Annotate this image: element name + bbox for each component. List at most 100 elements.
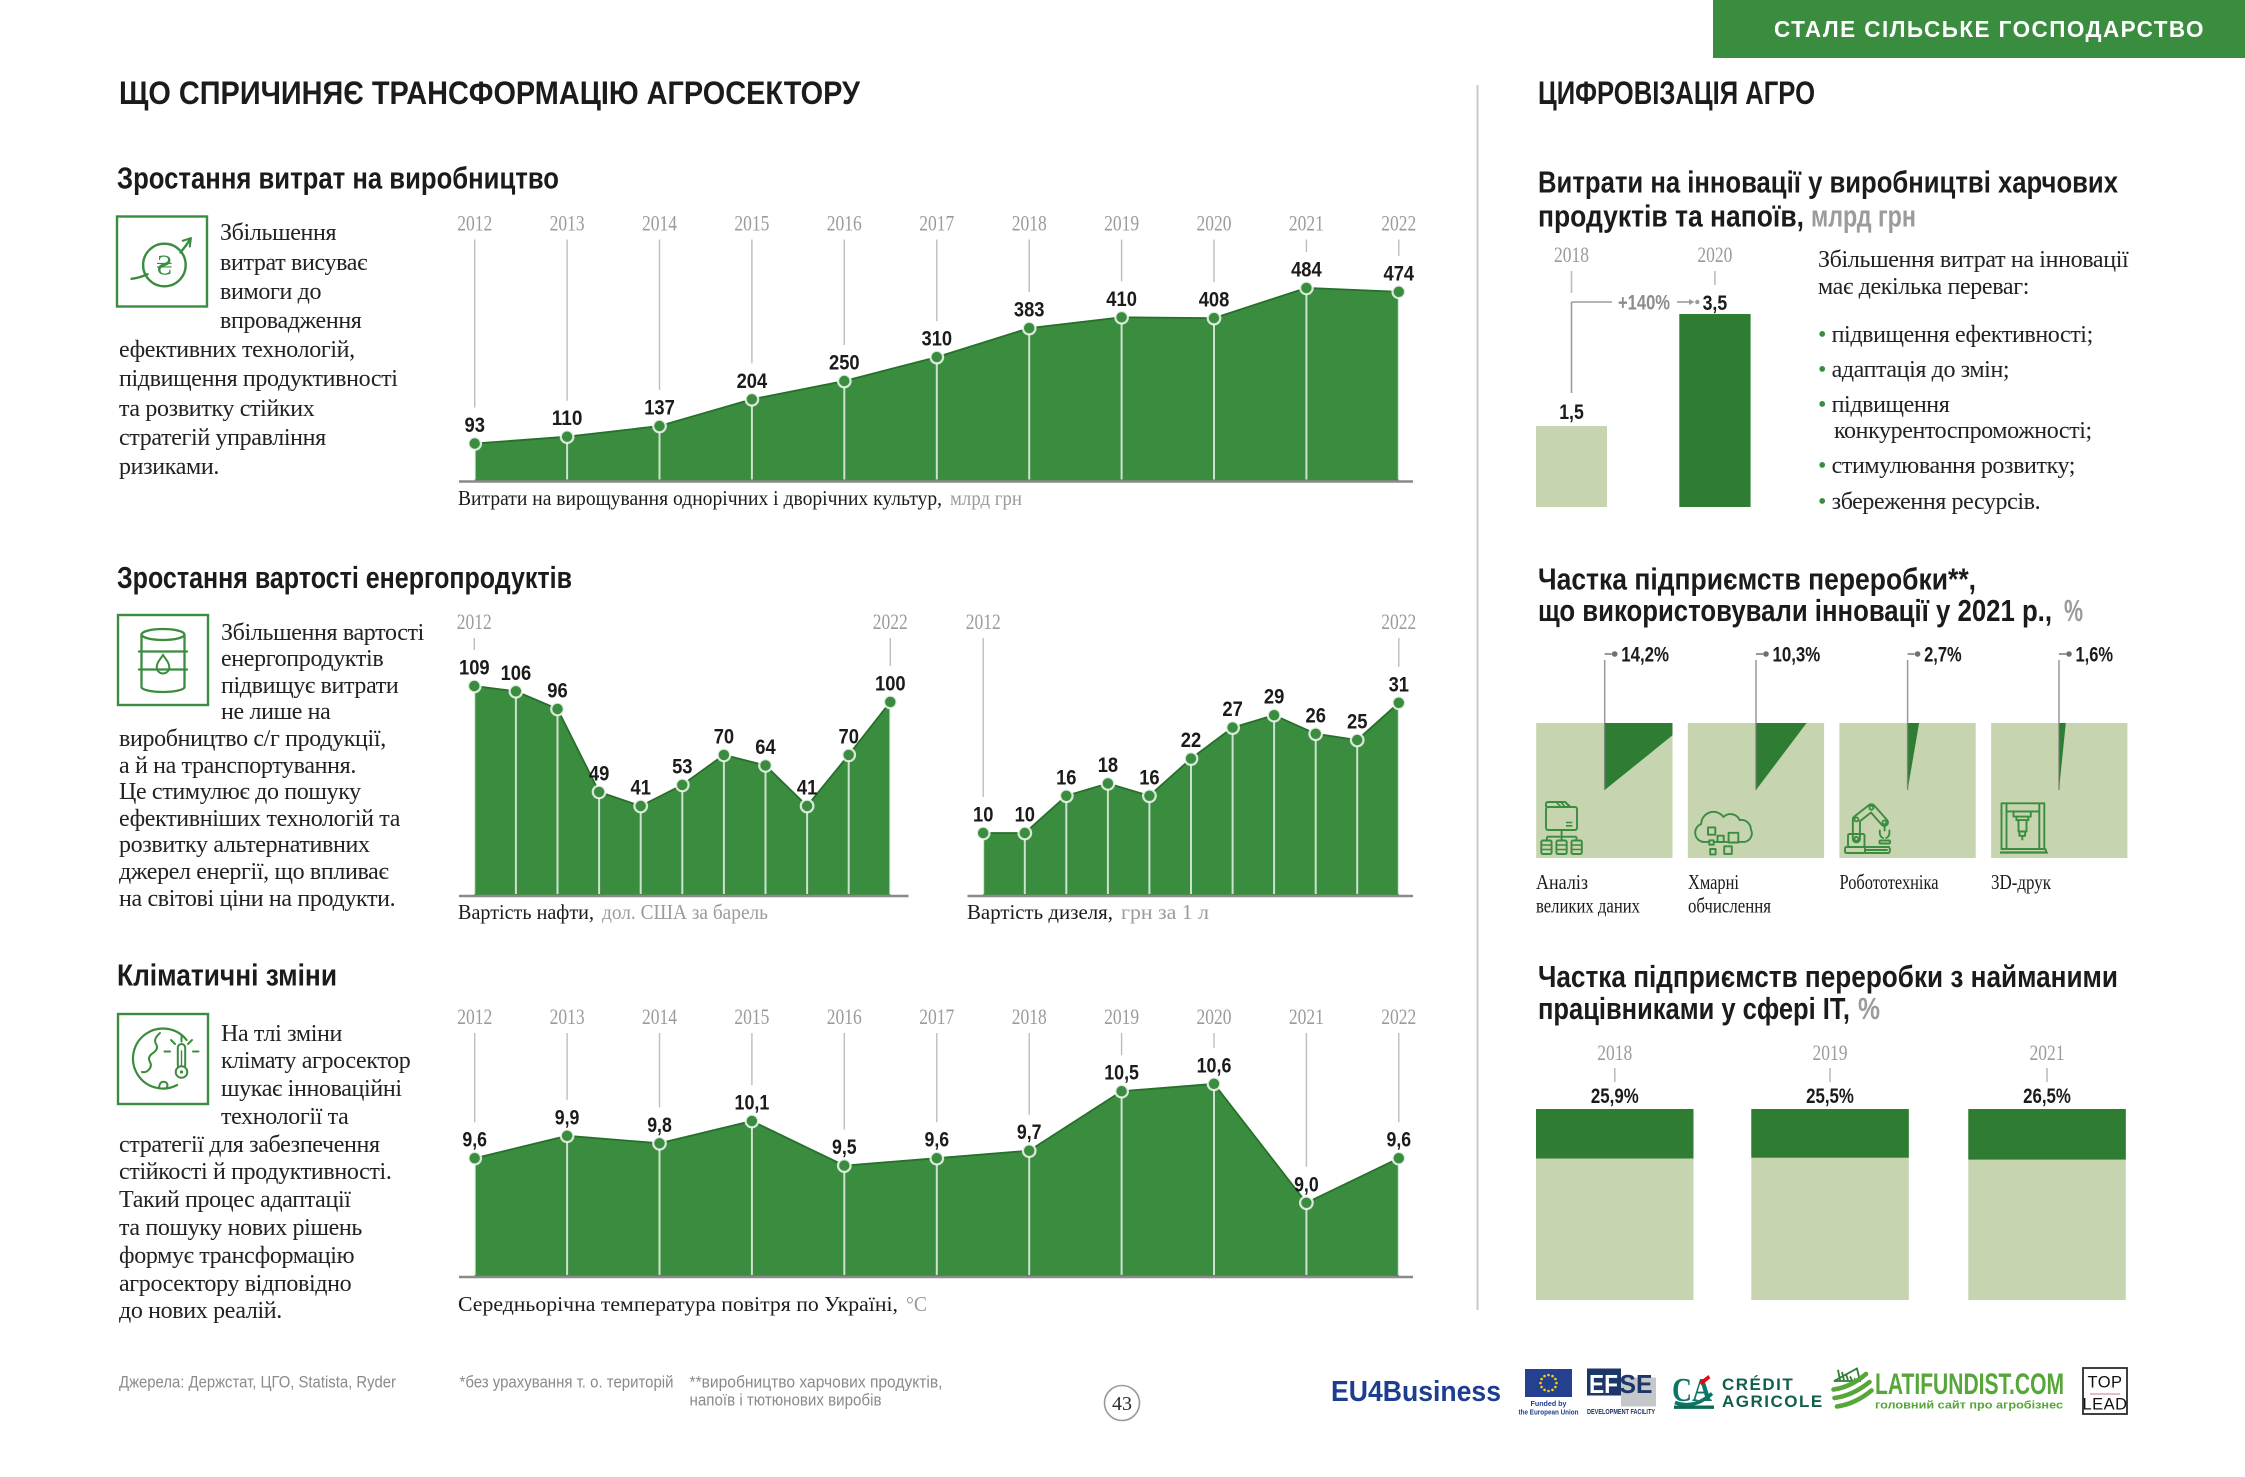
svg-text:Джерела: Держстат, ЦГО, Statis: Джерела: Держстат, ЦГО, Statista, Ryder xyxy=(119,1373,396,1392)
svg-text:напоїв і тютюнових виробів: напоїв і тютюнових виробів xyxy=(690,1391,882,1410)
svg-text:Частка підприємств переробки**: Частка підприємств переробки**, xyxy=(1538,562,1976,597)
svg-text:9,8: 9,8 xyxy=(647,1114,672,1137)
svg-text:2012: 2012 xyxy=(457,609,492,634)
svg-text:°С: °С xyxy=(906,1292,927,1316)
svg-text:2019: 2019 xyxy=(1104,211,1139,236)
svg-text:204: 204 xyxy=(737,370,768,393)
svg-text:109: 109 xyxy=(459,657,490,680)
svg-text:10,1: 10,1 xyxy=(735,1092,770,1115)
svg-text:Хмарні: Хмарні xyxy=(1688,870,1739,894)
svg-text:70: 70 xyxy=(839,725,859,748)
svg-text:EU4Business: EU4Business xyxy=(1331,1376,1501,1408)
svg-text:2020: 2020 xyxy=(1197,211,1232,236)
svg-text:3D-друк: 3D-друк xyxy=(1991,870,2052,894)
svg-text:3,5: 3,5 xyxy=(1703,292,1728,315)
svg-text:СТАЛЕ СІЛЬСЬКЕ ГОСПОДАРСТВО: СТАЛЕ СІЛЬСЬКЕ ГОСПОДАРСТВО xyxy=(1774,16,2205,42)
svg-text:працівниками у сфері ІТ,: працівниками у сфері ІТ, xyxy=(1538,991,1850,1026)
svg-text:110: 110 xyxy=(552,407,583,430)
svg-text:2,7%: 2,7% xyxy=(1924,644,1962,667)
svg-text:2021: 2021 xyxy=(2030,1040,2065,1065)
svg-text:2020: 2020 xyxy=(1697,242,1732,267)
svg-text:49: 49 xyxy=(589,762,609,785)
svg-text:млрд грн: млрд грн xyxy=(1811,199,1916,234)
svg-text:41: 41 xyxy=(797,777,818,800)
svg-text:2014: 2014 xyxy=(642,211,677,236)
svg-text:AGRICOLE: AGRICOLE xyxy=(1722,1392,1824,1411)
svg-text:Аналіз: Аналіз xyxy=(1536,870,1588,894)
svg-text:96: 96 xyxy=(547,680,567,703)
svg-text:ЩО СПРИЧИНЯЄ ТРАНСФОРМАЦІЮ АГР: ЩО СПРИЧИНЯЄ ТРАНСФОРМАЦІЮ АГРОСЕКТОРУ xyxy=(119,75,861,111)
svg-text:+140%: +140% xyxy=(1618,292,1670,315)
svg-text:TOP: TOP xyxy=(2087,1374,2122,1392)
svg-text:93: 93 xyxy=(465,414,485,437)
svg-text:474: 474 xyxy=(1384,262,1415,285)
svg-text:Робототехніка: Робототехніка xyxy=(1840,870,1940,894)
svg-text:%: % xyxy=(1858,991,1880,1026)
svg-text:DEVELOPMENT FACILITY: DEVELOPMENT FACILITY xyxy=(1587,1407,1655,1416)
svg-text:250: 250 xyxy=(829,352,860,375)
svg-text:2019: 2019 xyxy=(1104,1004,1139,1029)
svg-text:Частка підприємств переробки з: Частка підприємств переробки з найманими xyxy=(1538,959,2118,994)
svg-text:Вартість дизеля,: Вартість дизеля, xyxy=(967,900,1113,924)
svg-text:25,9%: 25,9% xyxy=(1591,1085,1639,1108)
svg-text:2022: 2022 xyxy=(873,609,908,634)
svg-text:9,5: 9,5 xyxy=(832,1136,857,1159)
svg-text:2013: 2013 xyxy=(550,211,585,236)
svg-text:*без урахування т. о. територі: *без урахування т. о. територій xyxy=(460,1373,674,1392)
svg-text:EF: EF xyxy=(1589,1369,1618,1399)
svg-text:млрд грн: млрд грн xyxy=(950,486,1022,510)
svg-text:₴: ₴ xyxy=(156,250,172,282)
svg-text:2017: 2017 xyxy=(919,211,954,236)
svg-text:Зростання витрат на виробництв: Зростання витрат на виробництво xyxy=(117,161,559,196)
svg-text:CRÉDIT: CRÉDIT xyxy=(1722,1375,1794,1394)
svg-text:2012: 2012 xyxy=(457,211,492,236)
svg-text:SE: SE xyxy=(1620,1369,1653,1399)
svg-text:383: 383 xyxy=(1014,299,1045,322)
svg-text:головний сайт про агробізнес: головний сайт про агробізнес xyxy=(1875,1400,2063,1412)
svg-text:2012: 2012 xyxy=(966,609,1001,634)
svg-text:2022: 2022 xyxy=(1381,1004,1416,1029)
svg-text:Кліматичні зміни: Кліматичні зміни xyxy=(117,958,337,993)
svg-text:2015: 2015 xyxy=(734,1004,769,1029)
svg-text:2017: 2017 xyxy=(919,1004,954,1029)
svg-text:2020: 2020 xyxy=(1197,1004,1232,1029)
svg-text:64: 64 xyxy=(755,736,776,759)
svg-text:106: 106 xyxy=(501,662,532,685)
svg-text:484: 484 xyxy=(1291,258,1322,281)
svg-text:Зростання вартості енергопроду: Зростання вартості енергопродуктів xyxy=(117,560,572,595)
svg-text:14,2%: 14,2% xyxy=(1621,644,1669,667)
svg-text:137: 137 xyxy=(644,397,675,420)
svg-text:16: 16 xyxy=(1056,766,1076,789)
svg-text:43: 43 xyxy=(1112,1393,1132,1415)
svg-text:25,5%: 25,5% xyxy=(1806,1085,1854,1108)
svg-text:грн за 1 л: грн за 1 л xyxy=(1121,900,1209,924)
svg-text:продуктів та напоїв,: продуктів та напоїв, xyxy=(1538,199,1804,234)
svg-text:1,5: 1,5 xyxy=(1559,401,1584,424)
svg-text:2016: 2016 xyxy=(827,1004,862,1029)
svg-text:обчислення: обчислення xyxy=(1688,893,1771,917)
svg-text:10,6: 10,6 xyxy=(1197,1054,1232,1077)
svg-text:**виробництво харчових продукт: **виробництво харчових продуктів, xyxy=(690,1373,943,1392)
svg-text:the European Union: the European Union xyxy=(1519,1408,1579,1417)
svg-text:408: 408 xyxy=(1199,289,1230,312)
svg-text:Funded by: Funded by xyxy=(1531,1399,1568,1408)
svg-text:310: 310 xyxy=(922,328,953,351)
svg-text:31: 31 xyxy=(1389,673,1410,696)
svg-text:16: 16 xyxy=(1139,766,1159,789)
svg-text:9,6: 9,6 xyxy=(462,1129,487,1152)
svg-text:10: 10 xyxy=(973,804,993,827)
svg-text:ЦИФРОВІЗАЦІЯ АГРО: ЦИФРОВІЗАЦІЯ АГРО xyxy=(1538,75,1815,111)
svg-text:2022: 2022 xyxy=(1381,211,1416,236)
svg-text:53: 53 xyxy=(672,755,692,778)
svg-text:9,6: 9,6 xyxy=(925,1129,950,1152)
svg-text:Вартість нафти,: Вартість нафти, xyxy=(458,900,594,924)
svg-text:18: 18 xyxy=(1098,754,1119,777)
svg-text:10,3%: 10,3% xyxy=(1773,644,1821,667)
svg-text:2016: 2016 xyxy=(827,211,862,236)
svg-text:1,6%: 1,6% xyxy=(2076,644,2114,667)
svg-text:29: 29 xyxy=(1264,686,1284,709)
svg-text:26,5%: 26,5% xyxy=(2023,1085,2071,1108)
svg-text:10,5: 10,5 xyxy=(1104,1062,1139,1085)
svg-text:2013: 2013 xyxy=(550,1004,585,1029)
svg-text:2012: 2012 xyxy=(457,1004,492,1029)
